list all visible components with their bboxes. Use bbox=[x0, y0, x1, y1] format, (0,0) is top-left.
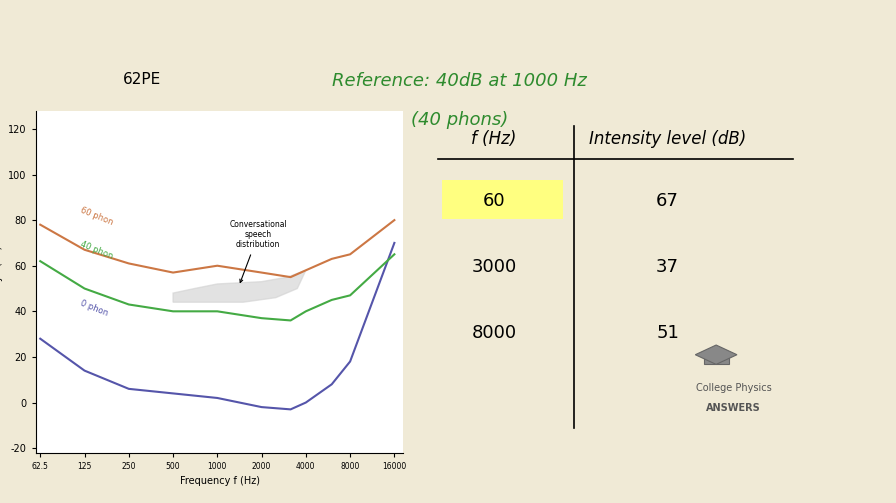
Text: 60 phon: 60 phon bbox=[79, 205, 115, 227]
Polygon shape bbox=[703, 355, 728, 364]
X-axis label: Frequency f (Hz): Frequency f (Hz) bbox=[179, 476, 260, 486]
Text: 37: 37 bbox=[656, 258, 679, 276]
Text: Conversational
speech
distribution: Conversational speech distribution bbox=[229, 220, 288, 283]
Text: 62PE: 62PE bbox=[123, 72, 160, 87]
Text: Intensity level (dB): Intensity level (dB) bbox=[589, 130, 746, 148]
Text: 67: 67 bbox=[656, 192, 679, 210]
Text: f (Hz): f (Hz) bbox=[471, 130, 517, 148]
Text: College Physics: College Physics bbox=[695, 383, 771, 393]
Polygon shape bbox=[173, 270, 306, 302]
FancyBboxPatch shape bbox=[442, 181, 564, 219]
Polygon shape bbox=[695, 345, 737, 364]
Text: 0 phon: 0 phon bbox=[79, 299, 109, 318]
Text: 40 phon: 40 phon bbox=[79, 239, 115, 261]
Y-axis label: Intensity I (dB): Intensity I (dB) bbox=[0, 245, 3, 318]
Text: ANSWERS: ANSWERS bbox=[706, 403, 761, 413]
Text: 3000: 3000 bbox=[471, 258, 517, 276]
Text: 51: 51 bbox=[656, 324, 679, 342]
Text: (40 phons): (40 phons) bbox=[410, 111, 508, 129]
Text: 8000: 8000 bbox=[471, 324, 516, 342]
Text: Reference: 40dB at 1000 Hz: Reference: 40dB at 1000 Hz bbox=[332, 72, 587, 90]
Text: 60: 60 bbox=[483, 192, 505, 210]
